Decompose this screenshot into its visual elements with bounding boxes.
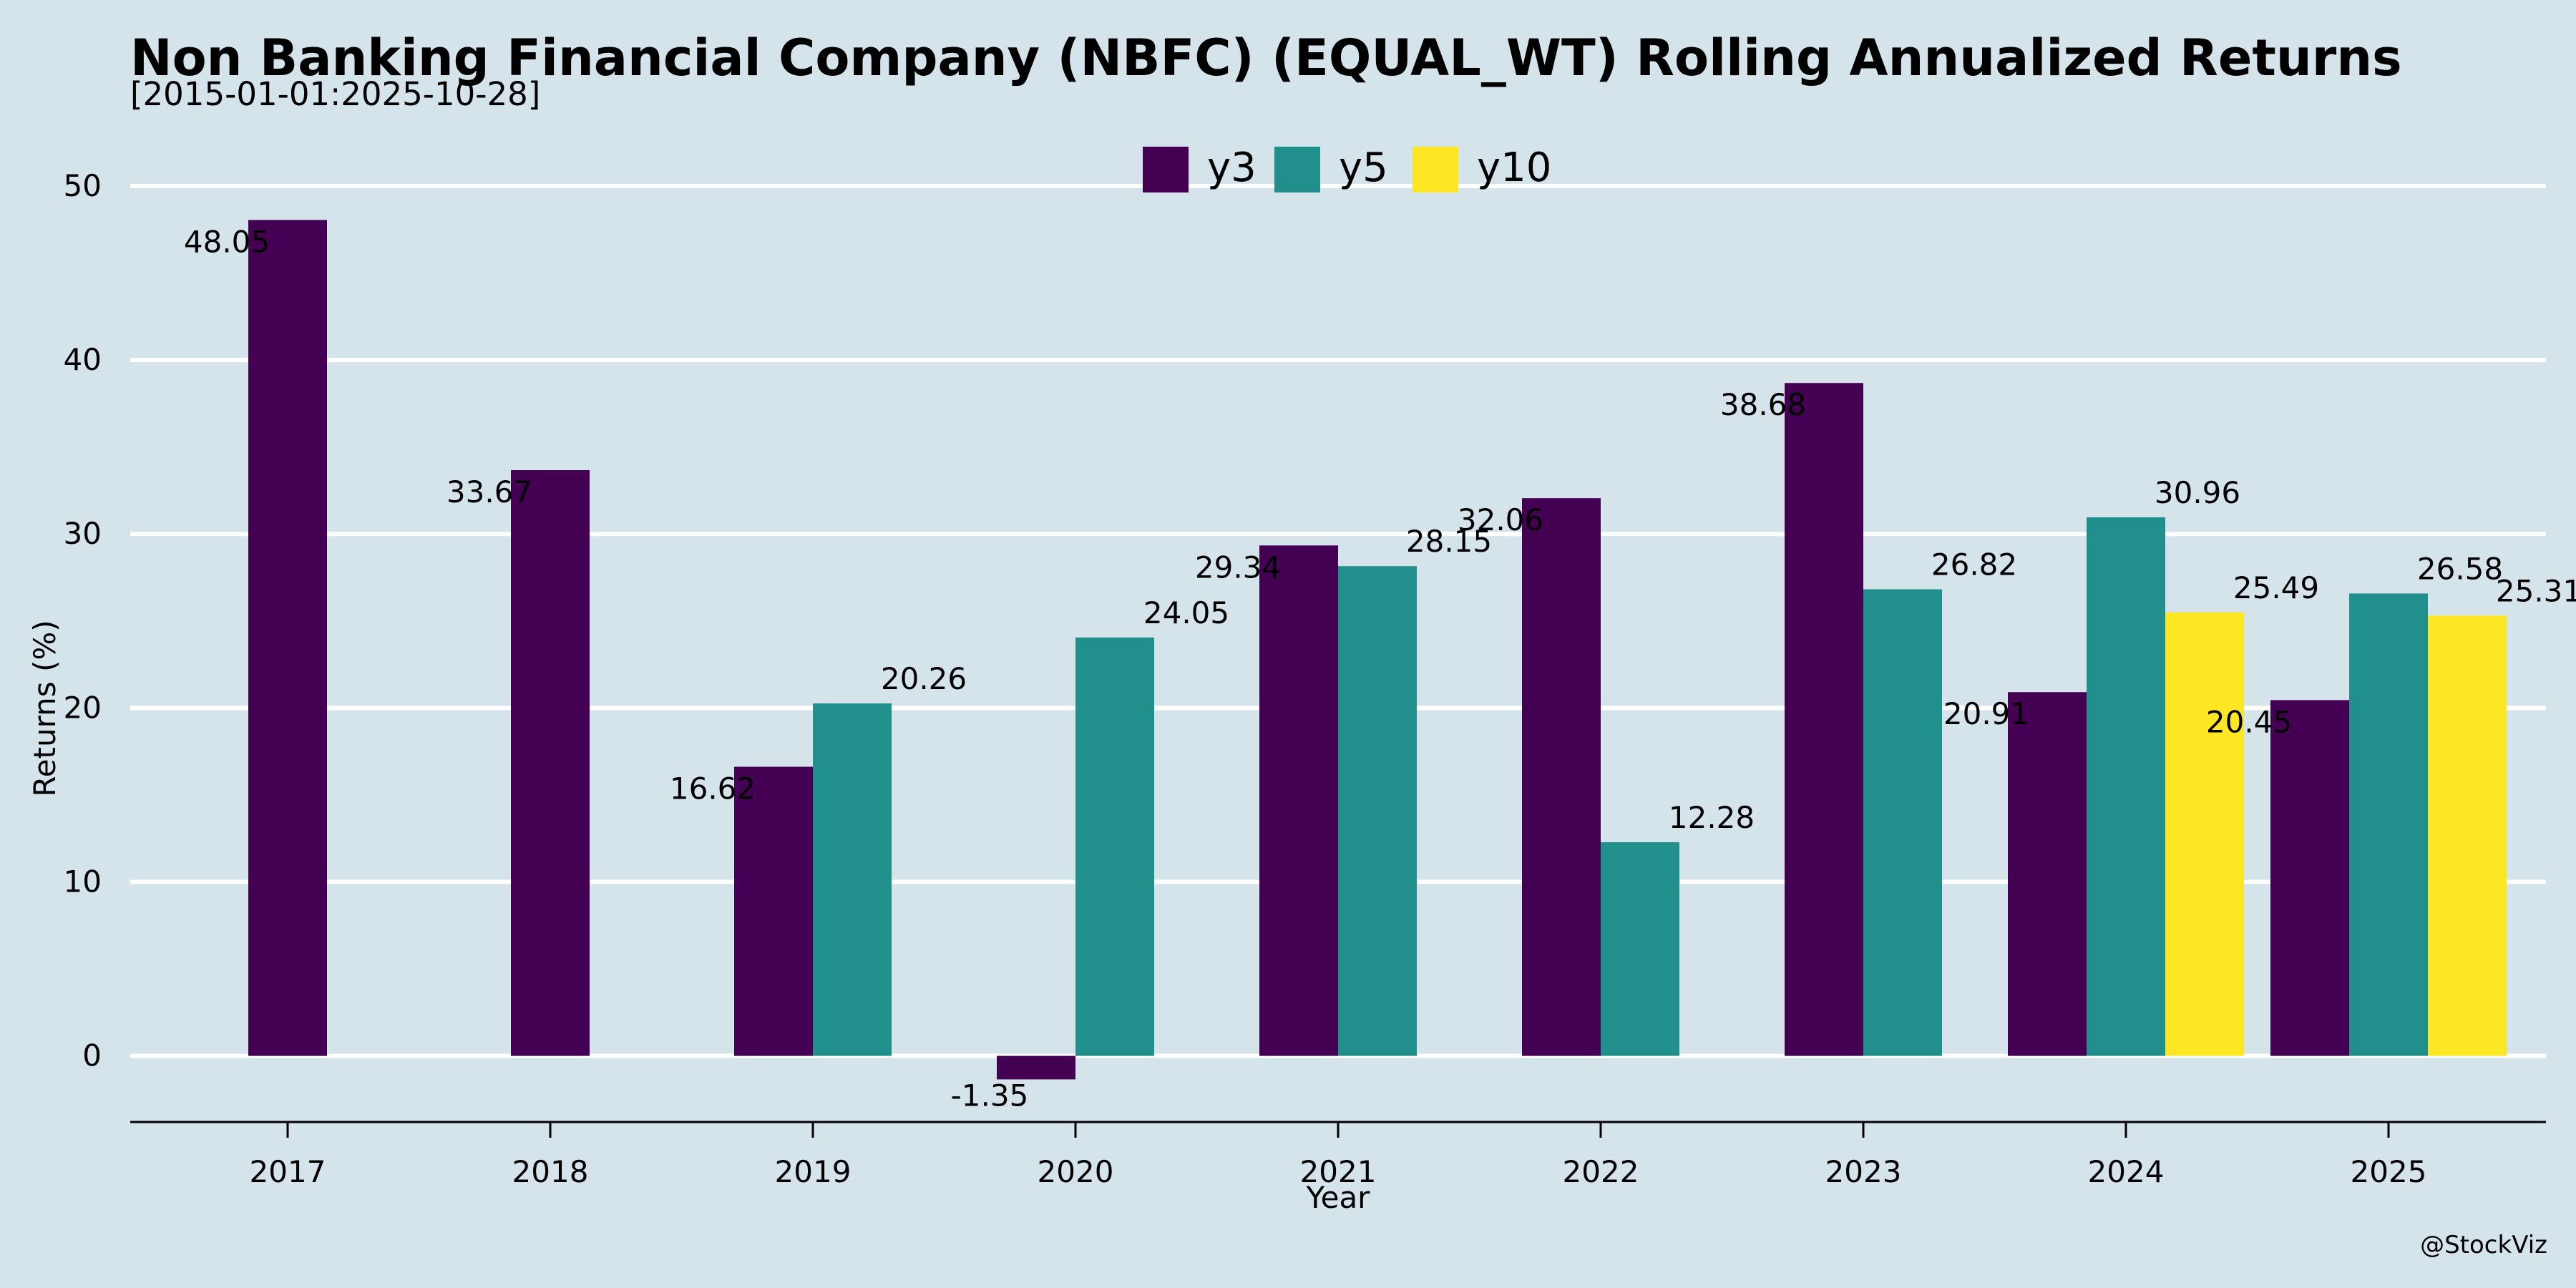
x-tick-label: 2019 xyxy=(775,1154,852,1189)
data-label-y3-2022: 32.06 xyxy=(1458,502,1543,537)
bar-y5-2023 xyxy=(1863,589,1942,1056)
y-tick-label: 40 xyxy=(64,342,102,377)
x-tick-label: 2018 xyxy=(512,1154,589,1189)
bar-y10-2024 xyxy=(2165,612,2244,1056)
x-tick-label: 2025 xyxy=(2351,1154,2427,1189)
bar-y3-2022 xyxy=(1522,498,1601,1056)
legend-swatch-y5 xyxy=(1274,147,1320,192)
bar-y5-2021 xyxy=(1338,566,1417,1056)
data-label-y5-2024: 30.96 xyxy=(2155,475,2240,510)
x-tick-label: 2017 xyxy=(250,1154,326,1189)
data-label-y10-2025: 25.31 xyxy=(2496,573,2576,608)
bar-y3-2025 xyxy=(2270,700,2349,1056)
bar-y3-2023 xyxy=(1785,383,1863,1056)
x-axis-label: Year xyxy=(1306,1180,1371,1215)
credit-text: @StockViz xyxy=(2420,1231,2547,1259)
data-label-y3-2023: 38.68 xyxy=(1720,387,1806,422)
data-labels: 48.05 33.67 16.62 20.26 -1.35 24.05 29.34 28.15… xyxy=(184,224,2576,1113)
bar-y3-2017 xyxy=(248,220,327,1056)
data-label-y3-2019: 16.62 xyxy=(670,771,756,806)
data-label-y5-2025: 26.58 xyxy=(2417,551,2503,586)
legend-label-y3: y3 xyxy=(1207,145,1257,191)
bar-y5-2022 xyxy=(1601,842,1679,1056)
y-tick-label: 0 xyxy=(82,1038,102,1073)
data-label-y3-2025: 20.45 xyxy=(2206,704,2292,739)
data-label-y5-2019: 20.26 xyxy=(881,661,967,696)
bar-y5-2024 xyxy=(2087,517,2165,1056)
bar-y3-2020 xyxy=(997,1055,1075,1080)
data-label-y10-2024: 25.49 xyxy=(2233,570,2319,605)
bar-y3-2019 xyxy=(734,766,813,1056)
chart-subtitle: [2015-01-01:2025-10-28] xyxy=(130,75,541,113)
bar-y5-2020 xyxy=(1075,637,1154,1056)
bar-y5-2025 xyxy=(2349,593,2428,1056)
data-label-y5-2021: 28.15 xyxy=(1406,524,1492,559)
axes: 0 10 20 30 40 50 2017 2018 2019 2020 2021 2022 2023 2… xyxy=(64,168,2546,1189)
bar-y3-2021 xyxy=(1259,545,1338,1056)
data-label-y3-2020: -1.35 xyxy=(951,1078,1029,1113)
bar-y3-2024 xyxy=(2008,692,2087,1056)
y-tick-label: 10 xyxy=(64,864,102,899)
data-label-y3-2018: 33.67 xyxy=(447,474,532,509)
legend-swatch-y10 xyxy=(1413,147,1458,192)
bar-y3-2018 xyxy=(511,470,590,1056)
legend-swatch-y3 xyxy=(1143,147,1189,192)
x-tick-label: 2022 xyxy=(1563,1154,1639,1189)
legend-label-y10: y10 xyxy=(1477,145,1551,191)
y-axis-label: Returns (%) xyxy=(27,620,62,796)
x-tick-label: 2023 xyxy=(1825,1154,1902,1189)
data-label-y3-2024: 20.91 xyxy=(1943,696,2029,731)
y-tick-label: 20 xyxy=(64,690,102,725)
legend: y3 y5 y10 xyxy=(1143,145,1551,192)
x-tick-label: 2021 xyxy=(1300,1154,1377,1189)
legend-label-y5: y5 xyxy=(1339,145,1388,191)
y-tick-label: 50 xyxy=(64,168,102,203)
data-label-y5-2023: 26.82 xyxy=(1931,547,2017,582)
x-tick-label: 2020 xyxy=(1038,1154,1114,1189)
chart-title: Non Banking Financial Company (NBFC) (EQ… xyxy=(130,29,2402,87)
data-label-y5-2020: 24.05 xyxy=(1143,595,1229,630)
data-label-y3-2021: 29.34 xyxy=(1195,550,1281,585)
data-label-y5-2022: 12.28 xyxy=(1669,800,1755,835)
y-tick-label: 30 xyxy=(64,516,102,551)
data-label-y3-2017: 48.05 xyxy=(184,224,270,259)
bar-y5-2019 xyxy=(813,703,892,1056)
x-tick-label: 2024 xyxy=(2088,1154,2165,1189)
bar-y10-2025 xyxy=(2428,615,2507,1056)
bars xyxy=(248,220,2507,1080)
